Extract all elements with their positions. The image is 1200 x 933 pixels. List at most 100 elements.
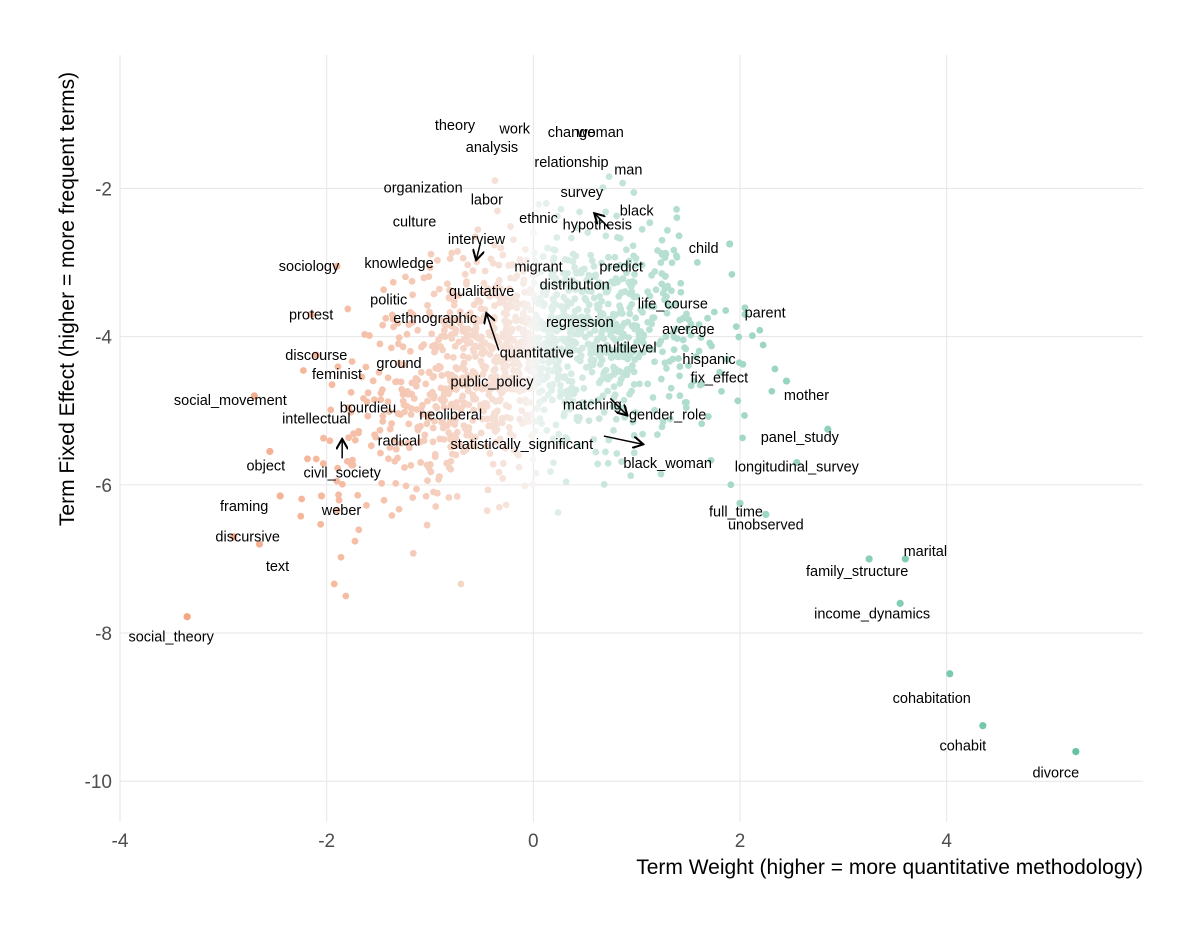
term-point	[483, 442, 490, 450]
term-point	[490, 316, 498, 324]
term-point	[400, 401, 408, 409]
term-point	[630, 322, 638, 329]
term-point	[424, 301, 431, 309]
term-point	[408, 319, 416, 326]
term-point	[723, 356, 731, 363]
term-point	[638, 261, 646, 269]
term-point	[557, 381, 564, 389]
term-point	[399, 343, 407, 351]
term-point	[540, 406, 548, 414]
term-point	[524, 414, 531, 422]
term-label-change: change	[548, 125, 596, 141]
term-point	[417, 368, 425, 376]
term-point	[525, 265, 533, 273]
term-point	[375, 369, 383, 376]
term-point	[718, 387, 725, 395]
term-point	[588, 257, 596, 264]
term-point	[613, 450, 621, 457]
term-point	[537, 439, 545, 447]
term-point	[585, 271, 593, 279]
term-label-civil-society: civil_society	[303, 465, 381, 481]
term-point	[501, 341, 509, 349]
term-point	[533, 405, 541, 413]
term-point	[416, 438, 424, 446]
term-point	[403, 330, 411, 338]
term-point	[433, 404, 441, 412]
term-point	[600, 335, 608, 342]
term-point	[413, 485, 420, 493]
term-point	[477, 404, 485, 412]
term-point	[509, 385, 517, 393]
term-point	[657, 470, 665, 478]
term-point	[417, 405, 425, 413]
term-point	[414, 426, 422, 434]
term-point	[490, 424, 498, 432]
term-point	[716, 368, 723, 376]
term-point	[487, 373, 495, 381]
term-point	[666, 415, 674, 423]
term-point	[620, 330, 627, 338]
term-point	[436, 435, 444, 443]
term-point	[676, 392, 684, 400]
term-point	[429, 373, 437, 381]
term-point	[597, 321, 605, 328]
term-point	[466, 309, 474, 317]
term-point	[677, 288, 685, 296]
term-point	[480, 279, 488, 287]
term-point	[444, 370, 452, 378]
term-point	[532, 311, 540, 319]
term-label-black: black	[620, 204, 655, 220]
term-point	[447, 457, 455, 465]
term-point	[603, 347, 611, 355]
labeled-term-point	[782, 377, 791, 385]
term-point	[424, 397, 431, 405]
term-point	[384, 455, 392, 463]
term-point	[457, 406, 465, 413]
term-point	[503, 305, 511, 313]
term-point	[428, 330, 436, 338]
term-point	[425, 273, 433, 280]
term-point	[735, 333, 743, 341]
term-point	[426, 410, 433, 418]
term-label-knowledge: knowledge	[364, 256, 433, 272]
term-point	[566, 401, 574, 409]
term-point	[422, 492, 430, 500]
term-point	[459, 352, 467, 360]
term-point	[505, 423, 513, 431]
term-label-cohabit: cohabit	[939, 739, 986, 755]
term-point	[646, 219, 654, 227]
term-point	[595, 303, 603, 310]
term-point	[697, 334, 705, 341]
term-point	[499, 475, 507, 482]
term-point	[338, 480, 346, 488]
term-point	[522, 348, 529, 356]
term-point	[423, 521, 431, 529]
term-label-culture: culture	[393, 215, 437, 231]
term-point	[626, 310, 634, 318]
term-point	[398, 385, 406, 393]
term-label-survey: survey	[560, 185, 603, 201]
term-point	[597, 376, 605, 384]
term-point	[538, 420, 546, 427]
term-point	[598, 259, 605, 267]
term-point	[486, 332, 494, 339]
term-point	[463, 280, 470, 288]
term-point	[446, 418, 454, 426]
term-point	[560, 348, 568, 356]
term-point	[661, 254, 669, 262]
term-point	[515, 361, 523, 369]
term-point	[591, 273, 599, 280]
term-point	[531, 249, 539, 257]
term-label-ethnic: ethnic	[519, 211, 558, 227]
term-label-ground: ground	[376, 356, 421, 372]
term-point	[625, 334, 633, 341]
term-point	[515, 371, 523, 379]
term-point	[662, 333, 670, 341]
term-point	[572, 252, 580, 260]
term-point	[553, 322, 561, 330]
term-point	[562, 433, 570, 441]
term-point	[670, 346, 678, 354]
term-point	[440, 404, 448, 411]
term-point	[380, 286, 388, 294]
